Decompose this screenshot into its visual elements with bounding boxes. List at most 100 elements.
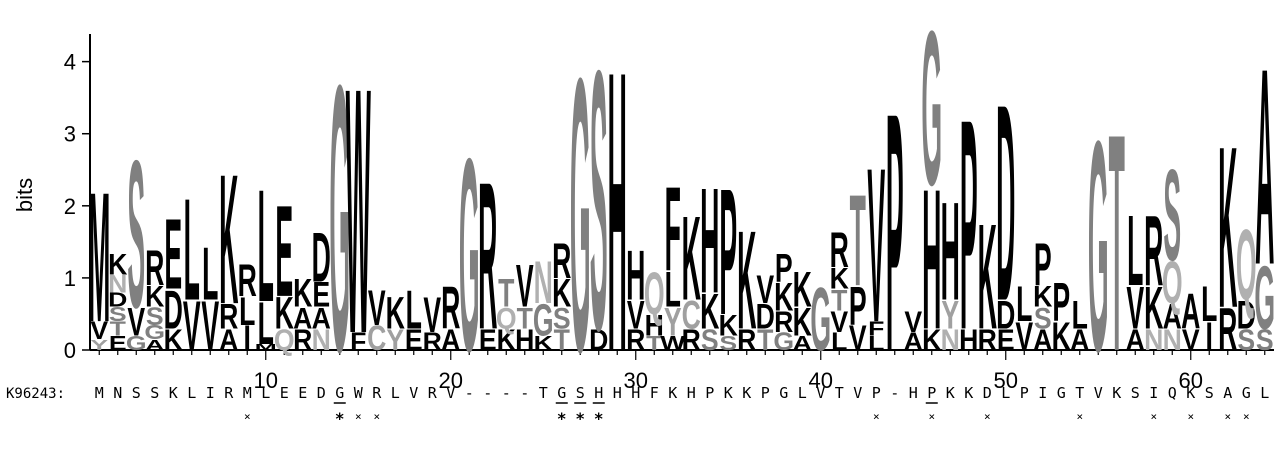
logo-letter: E: [164, 199, 182, 311]
sequence-residue: M: [243, 384, 252, 402]
logo-letter: A: [145, 336, 165, 353]
logo-letter: P: [1034, 231, 1052, 298]
logo-letter: S: [1256, 324, 1274, 358]
logo-letter: S: [109, 303, 127, 325]
x-marker: ×: [244, 410, 251, 423]
x-marker: ×: [355, 410, 362, 423]
logo-letter: S: [719, 332, 737, 354]
logo-letter: T: [646, 332, 663, 354]
sequence-residue: P: [705, 384, 714, 402]
logo-letter: I: [1206, 315, 1213, 360]
logo-letter: Y: [664, 300, 682, 345]
sequence-residue: -: [502, 384, 511, 402]
logo-letter: G: [1088, 80, 1109, 415]
star-marker: *: [575, 409, 585, 428]
logo-letter: Q: [496, 302, 517, 336]
logo-letter: R: [238, 256, 257, 306]
sequence-residue: T: [835, 384, 844, 402]
logo-letter: K: [719, 309, 739, 343]
logo-letter: L: [1072, 293, 1088, 338]
sequence-residue: S: [1205, 384, 1214, 402]
logo-letter: E: [479, 324, 497, 358]
x-marker: ×: [984, 410, 991, 423]
logo-letter: P: [886, 43, 904, 424]
logo-letter: S: [1034, 302, 1052, 336]
logo-letter: E: [997, 324, 1015, 358]
sequence-residue: P: [927, 384, 936, 402]
sequence-residue: L: [391, 384, 400, 402]
logo-letter: F: [665, 163, 681, 297]
logo-letter: D: [756, 297, 775, 336]
sequence-residue: H: [687, 384, 696, 402]
sequence-residue: E: [280, 384, 289, 402]
x-marker: ×: [373, 410, 380, 423]
sequence-residue: I: [1038, 384, 1047, 402]
sequence-residue: W: [354, 384, 364, 402]
logo-letter: A: [312, 302, 331, 336]
sequence-residue: K: [1112, 384, 1121, 402]
logo-letter: K: [1033, 280, 1053, 314]
sequence-residue: T: [539, 384, 548, 402]
sequence-residue: H: [909, 384, 918, 402]
logo-letter: L: [258, 290, 274, 357]
logo-letter: T: [757, 324, 774, 358]
sequence-residue: -: [483, 384, 492, 402]
x-marker: ×: [1076, 410, 1083, 423]
logo-letter: F: [868, 318, 884, 340]
logo-letter: K: [386, 288, 405, 338]
logo-letter: Y: [941, 293, 959, 338]
logo-letter: G: [144, 321, 165, 343]
logo-letter: A: [1126, 324, 1145, 358]
logo-letter: N: [108, 271, 127, 298]
logo-letter: V: [904, 306, 922, 340]
logo-letter: K: [922, 324, 942, 358]
logo-letter: E: [312, 275, 330, 314]
logo-letter: A: [1163, 297, 1182, 336]
logo-letter: D: [589, 324, 608, 358]
x-tick-label: 10: [254, 368, 278, 393]
logo-letter: K: [145, 280, 165, 314]
sequence-label: K96243:: [6, 386, 65, 402]
logo-letter: T: [831, 284, 848, 318]
logo-letter: A: [1181, 285, 1200, 340]
logo-letter: K: [1144, 274, 1163, 341]
sequence-residue: G: [335, 384, 344, 402]
logo-letter: S: [127, 116, 145, 352]
logo-letter: T: [498, 271, 514, 316]
logo-letter: Y: [386, 324, 404, 358]
logo-letter: V: [183, 288, 201, 366]
logo-letter: L: [1127, 195, 1143, 307]
logo-letter: W: [346, 15, 371, 407]
sequence-residue: G: [557, 384, 566, 402]
logo-letter: S: [553, 302, 571, 336]
logo-letter: R: [552, 234, 571, 289]
x-tick-label: 20: [439, 368, 463, 393]
logo-letter: Q: [1162, 249, 1183, 316]
logo-letter: D: [164, 280, 183, 341]
logo-letter: E: [109, 332, 127, 354]
logo-letter: Q: [1236, 209, 1257, 321]
x-marker: ×: [873, 410, 880, 423]
x-tick-label: 30: [624, 368, 648, 393]
y-tick-label: 2: [64, 194, 76, 219]
sequence-residue: V: [446, 384, 455, 402]
logo-letter: L: [184, 170, 200, 331]
logo-letter: R: [145, 241, 164, 296]
x-tick-label: 40: [809, 368, 833, 393]
sequence-residue: L: [261, 384, 270, 402]
logo-letter: M: [88, 155, 110, 362]
x-marker: ×: [1243, 410, 1250, 423]
logo-letter: Q: [644, 260, 665, 327]
sequence-residue: Q: [1168, 384, 1177, 402]
logo-letter: S: [701, 324, 719, 358]
logo-letter: M: [255, 343, 277, 352]
logo-letter: R: [978, 324, 997, 358]
logo-letter: K: [830, 262, 850, 296]
logo-letter: P: [1052, 273, 1070, 334]
sequence-residue: -: [890, 384, 899, 402]
sequence-residue: L: [1001, 384, 1010, 402]
logo-letter: E: [405, 324, 423, 358]
sequence-residue: S: [1131, 384, 1140, 402]
